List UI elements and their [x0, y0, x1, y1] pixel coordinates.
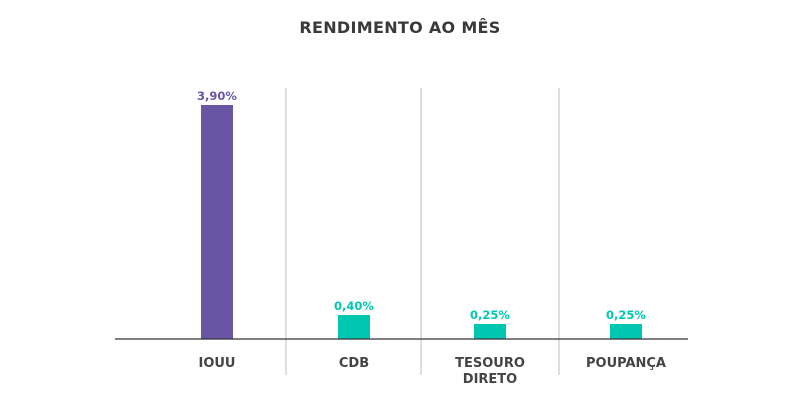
category-label-4-line-1: POUPANÇA — [586, 356, 666, 371]
category-label-3: TESOURO DIRETO — [455, 356, 525, 387]
value-label-2: 0,40% — [334, 299, 374, 313]
bar-2 — [338, 315, 370, 339]
bar-3 — [474, 324, 506, 339]
category-label-2-line-1: CDB — [339, 356, 369, 371]
bar-4 — [610, 324, 642, 339]
value-label-3: 0,25% — [470, 308, 510, 322]
bar-1 — [201, 105, 233, 339]
category-label-1-line-1: IOUU — [198, 356, 235, 371]
category-label-4: POUPANÇA — [586, 356, 666, 371]
chart-title: RENDIMENTO AO MÊS — [299, 18, 501, 37]
category-label-1: IOUU — [198, 356, 235, 371]
category-label-2: CDB — [339, 356, 369, 371]
category-label-3-line-2: DIRETO — [463, 372, 517, 387]
value-label-1: 3,90% — [197, 89, 237, 103]
value-label-4: 0,25% — [606, 308, 646, 322]
category-label-3-line-1: TESOURO — [455, 356, 525, 371]
